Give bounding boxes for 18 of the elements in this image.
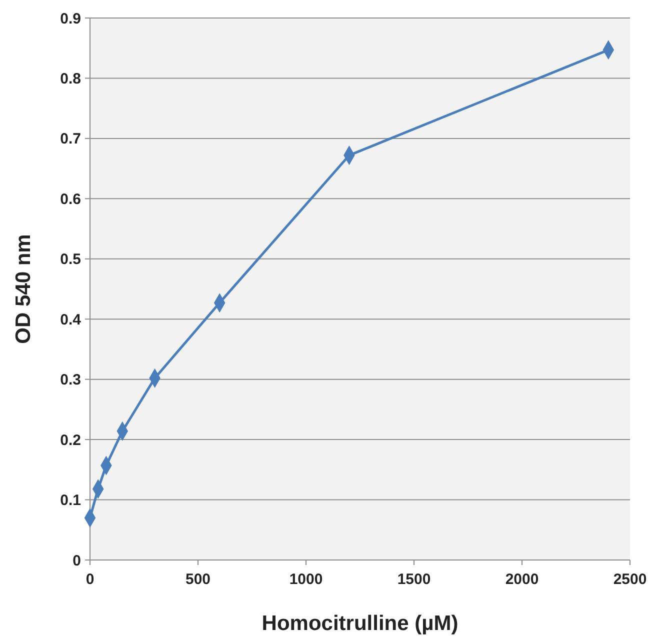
x-tick-label: 500 [185,571,211,588]
y-tick-label: 0.2 [60,432,81,449]
x-tick-label: 2500 [613,571,647,588]
y-tick-label: 0.1 [60,492,81,510]
y-axis-title: OD 540 nm [12,234,35,344]
y-tick-label: 0.3 [60,372,81,389]
y-tick-label: 0.4 [60,311,82,328]
y-tick-label: 0.7 [60,130,81,148]
x-tick-label: 2000 [505,571,539,588]
y-tick-label: 0.8 [60,70,81,88]
y-tick-label: 0.5 [60,251,81,268]
x-tick-label: 1500 [397,571,431,588]
y-tick-label: 0 [72,552,81,570]
x-tick-label: 1000 [289,571,323,588]
y-tick-label: 0.9 [60,10,81,28]
x-tick-label: 0 [86,571,94,588]
y-tick-label: 0.6 [60,190,81,208]
x-axis-title: Homocitrulline (µM) [262,612,458,635]
